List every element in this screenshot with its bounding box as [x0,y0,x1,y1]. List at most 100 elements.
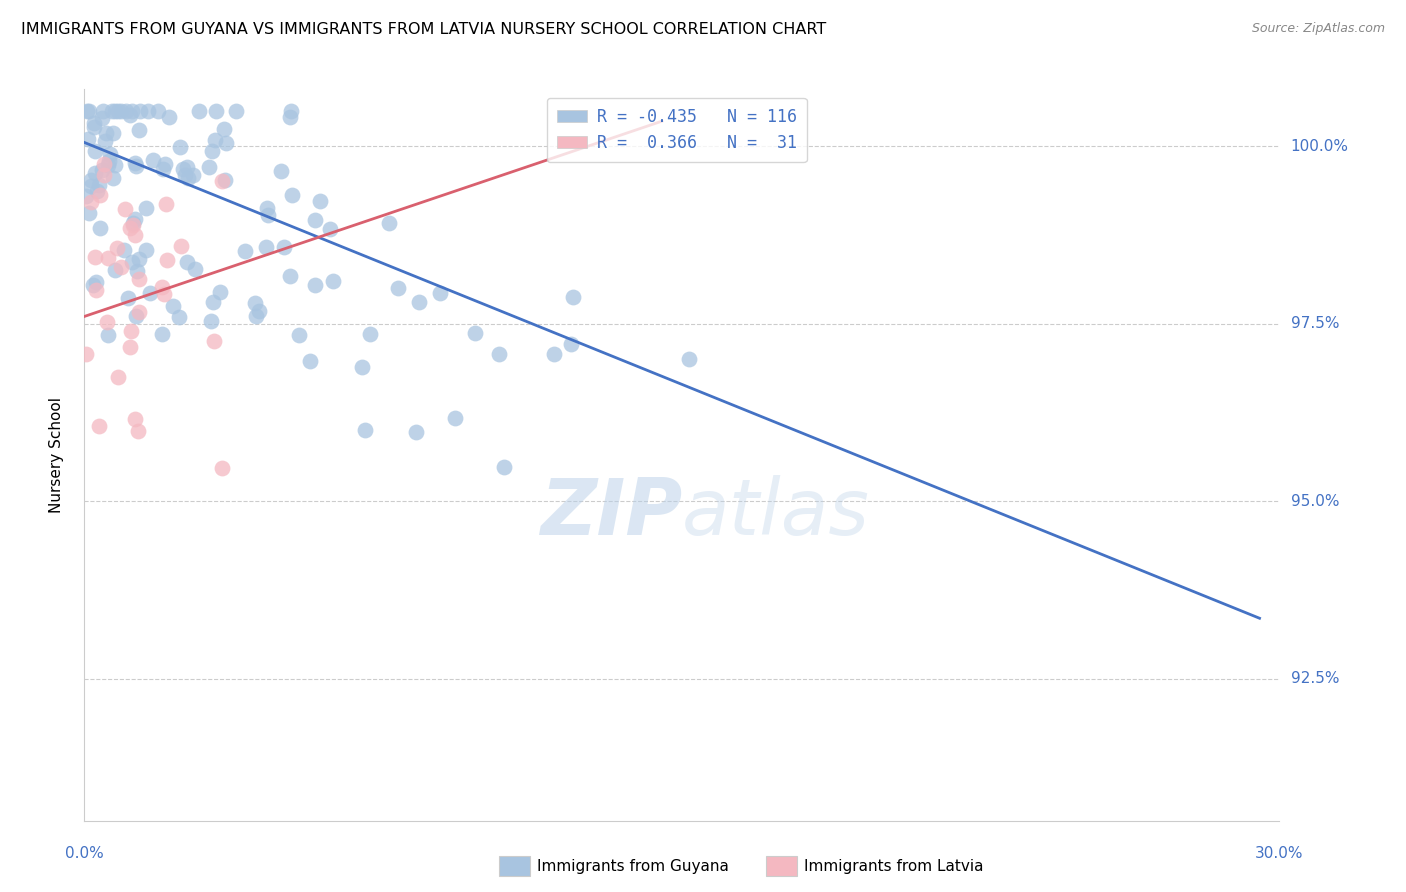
Point [80,178,103,193]
Text: Immigrants from Latvia: Immigrants from Latvia [804,859,984,873]
Point [464,326,486,340]
Point [278,111,301,125]
Point [353,423,375,437]
Point [142,153,165,168]
Point [128,304,150,318]
Point [120,108,142,122]
Point [128,123,150,137]
Point [101,126,124,140]
Point [87,178,110,192]
Point [209,285,232,299]
Text: 0.0%: 0.0% [65,846,104,861]
Point [254,239,277,253]
Point [359,327,381,342]
Point [405,425,427,439]
Point [270,163,292,178]
Point [299,354,322,368]
Point [128,252,150,266]
Point [494,460,516,475]
Point [139,286,162,301]
Point [83,120,105,134]
Point [443,410,465,425]
Text: 97.5%: 97.5% [1291,316,1339,331]
Point [80,194,103,209]
Point [135,243,157,257]
Point [188,103,211,118]
Point [201,144,224,158]
Point [225,103,247,118]
Point [75,347,97,361]
Point [96,315,118,329]
Point [80,172,103,186]
Point [117,291,139,305]
Point [83,116,105,130]
Point [304,212,326,227]
Point [89,221,111,235]
Point [136,103,159,118]
Point [288,328,311,343]
Point [107,370,129,384]
Point [127,424,149,438]
Point [75,189,97,203]
Point [211,461,233,475]
Point [273,240,295,254]
Point [202,334,225,348]
Point [114,202,136,217]
Point [110,103,132,118]
Point [322,274,344,288]
Point [100,146,122,161]
Point [129,103,152,118]
Text: atlas: atlas [682,475,870,551]
Point [152,162,174,177]
Point [174,168,197,182]
Point [155,156,177,170]
Y-axis label: Nursery School: Nursery School [49,397,63,513]
Point [121,216,143,230]
Point [247,303,270,318]
Point [278,269,301,284]
Point [157,111,180,125]
Point [169,140,191,154]
Text: IMMIGRANTS FROM GUYANA VS IMMIGRANTS FROM LATVIA NURSERY SCHOOL CORRELATION CHAR: IMMIGRANTS FROM GUYANA VS IMMIGRANTS FRO… [21,22,827,37]
Point [124,227,146,242]
Point [309,194,332,208]
Point [377,216,399,230]
Point [155,197,177,211]
Point [387,280,409,294]
Point [214,122,236,136]
Point [124,211,146,226]
Point [124,412,146,426]
Point [104,158,127,172]
Point [97,328,120,343]
Point [429,285,451,300]
Point [281,188,304,202]
Point [304,277,326,292]
Point [124,156,146,170]
Point [560,337,582,351]
Text: 30.0%: 30.0% [1256,846,1303,861]
Point [101,171,124,186]
Point [120,340,142,354]
Point [77,103,100,118]
Text: 100.0%: 100.0% [1291,138,1348,153]
Point [90,162,112,177]
Point [319,221,342,235]
Point [488,346,510,360]
Point [91,111,114,125]
Point [94,126,117,140]
Text: Immigrants from Guyana: Immigrants from Guyana [537,859,728,873]
Point [125,160,148,174]
Point [678,352,700,367]
Point [153,287,176,301]
Point [112,244,135,258]
Point [105,241,128,255]
Point [176,160,198,174]
Point [77,132,100,146]
Point [214,173,236,187]
Point [107,103,129,118]
Point [205,103,228,118]
Point [176,254,198,268]
Point [121,218,143,232]
Point [125,309,148,323]
Point [200,314,222,328]
